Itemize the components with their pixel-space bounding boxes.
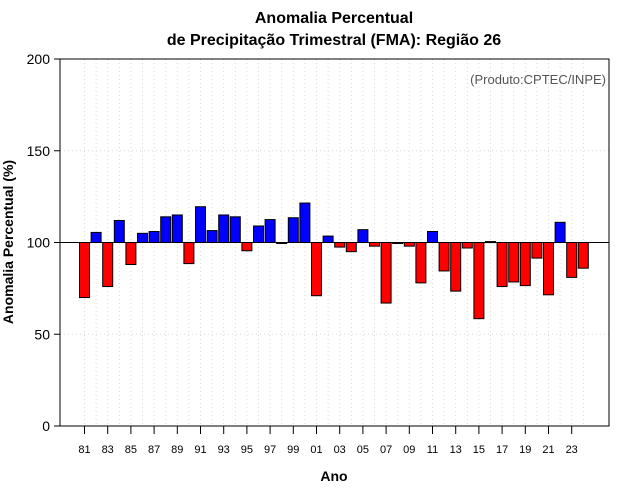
bar-83: [102, 242, 114, 288]
source-label: (Produto:CPTEC/INPE): [470, 72, 606, 87]
bar-84: [113, 219, 125, 243]
y-tick-label: 150: [27, 143, 51, 159]
bar-19: [519, 242, 531, 287]
bar-21: [543, 242, 554, 296]
bar-01: [311, 242, 322, 297]
chart-title-line1: Anomalia Percentual: [254, 10, 414, 27]
x-tick-label: 99: [287, 444, 299, 456]
bar-91: [195, 206, 206, 243]
bar-97: [264, 219, 276, 243]
bar-82: [90, 231, 102, 244]
bar-15: [473, 242, 485, 320]
bar-03: [334, 242, 346, 248]
x-tick-label: 15: [473, 444, 485, 456]
x-axis-label: Ano: [320, 468, 347, 484]
y-axis: 0 50 100 150 200: [27, 51, 60, 434]
bar-12: [438, 242, 450, 272]
y-tick-label: 50: [34, 326, 50, 342]
bar-24: [577, 242, 589, 269]
bar-00: [299, 202, 311, 243]
bar-17: [496, 242, 508, 288]
bar-06: [369, 242, 380, 247]
bar-18: [508, 242, 520, 283]
x-tick-label: 21: [542, 444, 554, 456]
x-tick-label: 83: [102, 444, 114, 456]
x-tick-label: 05: [357, 444, 369, 456]
y-tick-label: 0: [42, 418, 50, 434]
bar-23: [566, 242, 578, 278]
bar-04: [345, 242, 357, 253]
bar-09: [403, 242, 415, 247]
bar-05: [357, 229, 369, 243]
x-tick-label: 09: [403, 444, 415, 456]
bar-99: [287, 217, 299, 243]
bar-85: [125, 242, 137, 266]
x-tick-label: 81: [78, 444, 90, 456]
x-tick-label: 91: [194, 444, 206, 456]
bar-02: [322, 235, 334, 243]
bar-95: [241, 242, 253, 252]
x-tick-label: 19: [519, 444, 531, 456]
x-tick-label: 03: [334, 444, 346, 456]
y-tick-label: 100: [27, 235, 51, 251]
bar-87: [148, 230, 160, 244]
bar-94: [229, 216, 241, 243]
x-tick-label: 17: [496, 444, 508, 456]
bar-11: [427, 230, 438, 244]
bar-07: [380, 242, 392, 304]
x-tick-label: 13: [450, 444, 462, 456]
bar-88: [160, 216, 172, 243]
x-tick-label: 93: [218, 444, 230, 456]
bar-86: [137, 232, 148, 243]
bar-96: [253, 225, 264, 243]
y-tick-label: 200: [27, 51, 51, 67]
x-tick-label: 01: [310, 444, 322, 456]
x-axis: 81 83 85 87 89 91 93 95 97 99 01 03 05 07 09 11 13 15 17 19…: [78, 426, 578, 456]
bar-89: [171, 214, 183, 244]
x-tick-label: 85: [125, 444, 137, 456]
bar-93: [218, 214, 230, 244]
bar-90: [183, 242, 195, 265]
y-axis-label: Anomalia Percentual (%): [0, 160, 16, 324]
chart-title-line2: de Precipitação Trimestral (FMA): Região…: [166, 32, 502, 49]
bar-10: [415, 242, 427, 284]
x-tick-label: 95: [241, 444, 253, 456]
x-tick-label: 11: [427, 444, 438, 456]
bar-20: [531, 242, 543, 259]
bar-22: [554, 221, 566, 244]
bars: [79, 202, 589, 320]
x-tick-label: 87: [148, 444, 160, 456]
x-tick-label: 07: [380, 444, 392, 456]
bar-81: [79, 242, 90, 299]
bar-14: [461, 242, 473, 249]
bar-92: [206, 230, 218, 243]
x-tick-label: 23: [566, 444, 578, 456]
x-tick-label: 89: [171, 444, 183, 456]
x-tick-label: 97: [264, 444, 276, 456]
bar-13: [450, 242, 462, 292]
